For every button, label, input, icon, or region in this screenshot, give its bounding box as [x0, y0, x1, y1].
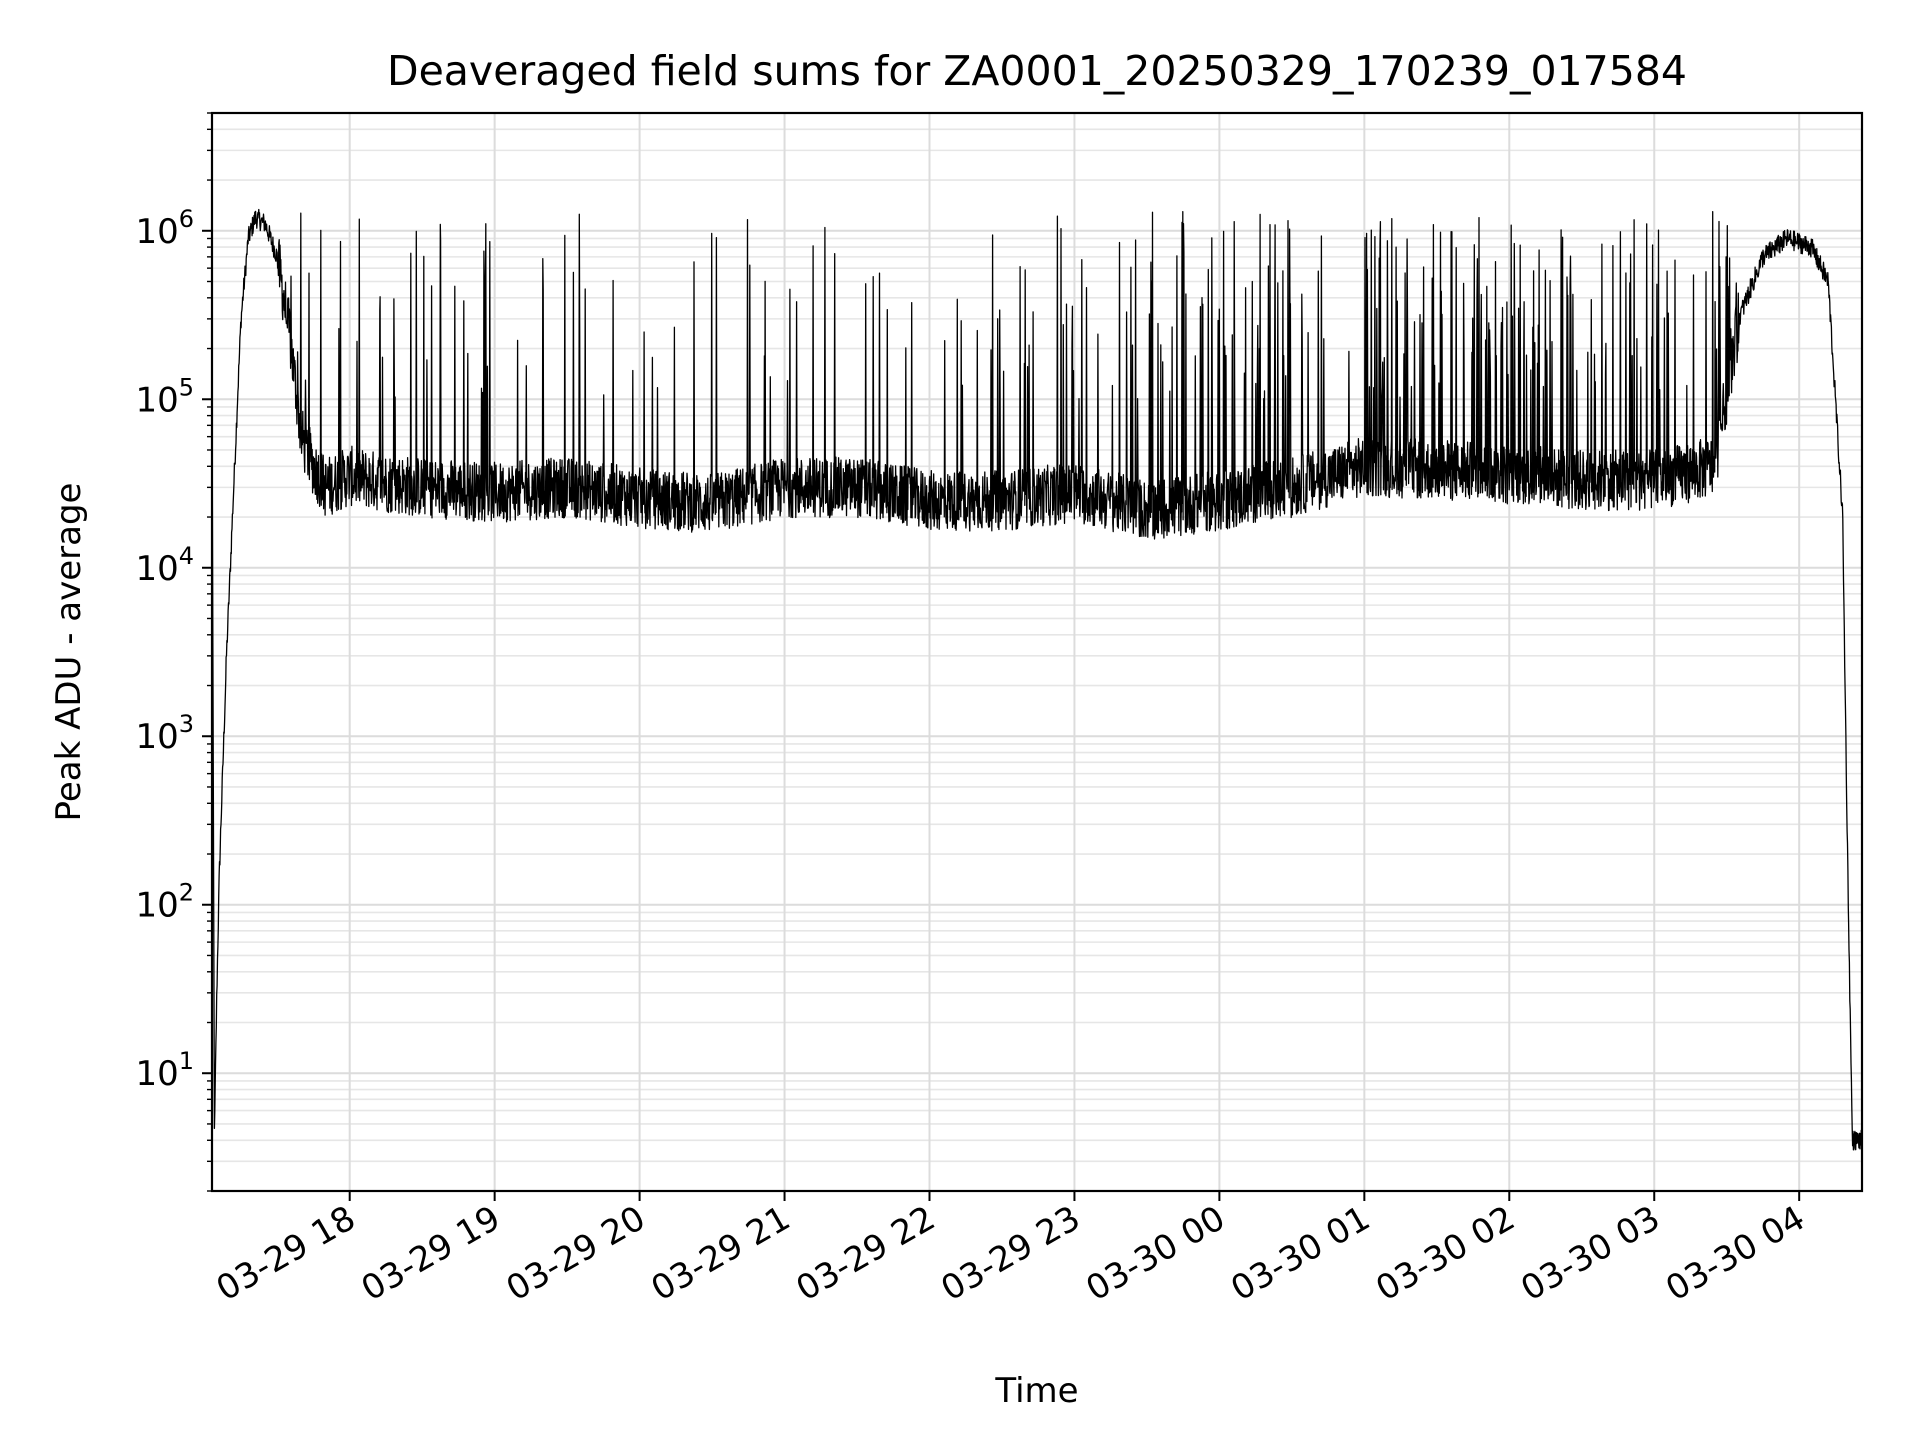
series-line	[211, 208, 1863, 1151]
y-tick-label: 104	[135, 542, 194, 589]
y-tick-label: 103	[135, 710, 194, 757]
plot-frame	[210, 111, 1864, 1193]
y-tick-label: 105	[135, 373, 194, 420]
data-layer	[211, 208, 1863, 1151]
y-tick-label: 101	[135, 1047, 194, 1094]
y-axis-label: Peak ADU - average	[49, 483, 89, 822]
y-tick-label: 106	[135, 205, 194, 252]
chart-title: Deaveraged field sums for ZA0001_2025032…	[387, 47, 1687, 95]
x-axis-label: Time	[994, 1371, 1078, 1411]
y-tick-label: 102	[135, 879, 194, 926]
